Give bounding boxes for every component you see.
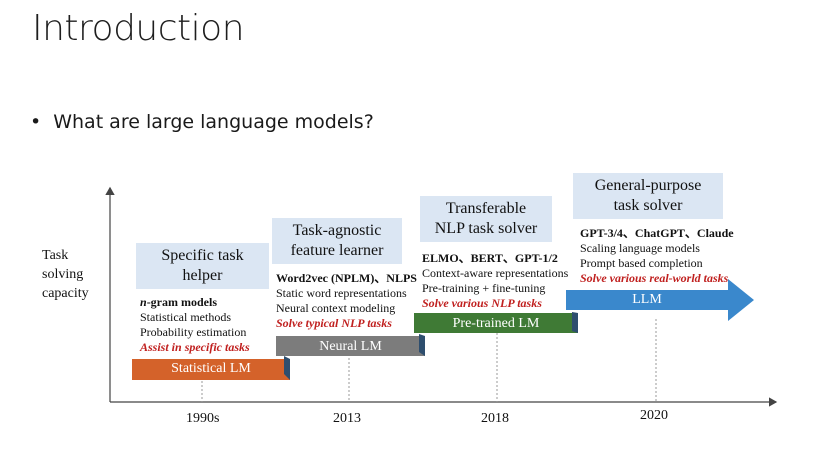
stage-box-general-purpose-task-solver: General-purpose task solver [573, 173, 723, 219]
stage-desc-line: Static word representations [276, 286, 407, 300]
stage-box-line: NLP task solver [434, 220, 538, 237]
stage-desc-neural: Word2vec (NPLM)、NLPS Static word represe… [276, 271, 417, 331]
stage-label-statistical-lm: Statistical LM [171, 361, 251, 376]
stage-desc-highlight: Solve various NLP tasks [422, 296, 542, 310]
stage-desc-header-prefix: n [140, 295, 147, 309]
bullet-dot-icon: • [30, 111, 42, 133]
stage-label-pretrained-lm: Pre-trained LM [452, 316, 540, 331]
stage-desc-line: Probability estimation [140, 325, 247, 339]
bullet-text: What are large language models? [53, 111, 374, 133]
year-label-2018: 2018 [481, 411, 509, 426]
stage-desc-statistical: n-gram models Statistical methods Probab… [140, 295, 250, 355]
stage-desc-line: Pre-training + fine-tuning [422, 281, 546, 295]
stage-desc-line: Prompt based completion [580, 256, 703, 270]
stage-desc-line: Neural context modeling [276, 301, 396, 315]
stage-bar-neural-fold [419, 334, 425, 356]
stage-desc-header: GPT-3/4、ChatGPT、Claude [580, 226, 734, 240]
stage-box-task-agnostic-feature-learner: Task-agnostic feature learner [272, 218, 402, 264]
stage-desc-line: Context-aware representations [422, 266, 569, 280]
stage-desc-line: Scaling language models [580, 241, 700, 255]
stage-bar-statistical-lm [132, 359, 290, 380]
stage-desc-highlight: Solve typical NLP tasks [276, 316, 392, 330]
y-axis-label-line-2: solving [42, 267, 84, 282]
stage-desc-highlight: Solve various real-world tasks [580, 271, 729, 285]
stage-desc-header: Word2vec (NPLM)、NLPS [276, 271, 417, 285]
stage-box-line: Specific task [161, 247, 244, 264]
stage-desc-header-text: -gram models [146, 295, 218, 309]
bullet-point: • What are large language models? [30, 111, 374, 133]
year-label-2013: 2013 [333, 411, 361, 426]
year-label-2020: 2020 [640, 408, 668, 423]
stage-box-line: Transferable [445, 200, 527, 217]
stage-bar-pretrained-lm [414, 313, 578, 333]
slide-title: Introduction [32, 8, 245, 49]
stage-label-neural-lm: Neural LM [319, 339, 382, 354]
stage-box-line: task solver [613, 197, 683, 214]
stage-box-transferable-nlp-task-solver: Transferable NLP task solver [420, 196, 552, 242]
year-label-1990s: 1990s [186, 411, 220, 426]
y-axis-label: Task solving capacity [42, 246, 89, 303]
y-axis-label-line-1: Task [42, 248, 69, 263]
stage-box-line: feature learner [290, 242, 384, 259]
stage-bar-llm-arrow [566, 279, 754, 321]
stage-desc-header: ELMO、BERT、GPT-1/2 [422, 251, 558, 265]
stage-desc-header: n-gram models [140, 295, 250, 310]
stage-box-specific-task-helper: Specific task helper [136, 243, 269, 289]
stage-box-line: Task-agnostic [292, 222, 382, 239]
stage-desc-pretrained: ELMO、BERT、GPT-1/2 Context-aware represen… [422, 251, 568, 311]
stage-label-llm: LLM [632, 292, 662, 307]
stage-desc-llm: GPT-3/4、ChatGPT、Claude Scaling language … [580, 226, 734, 286]
stage-bar-neural-lm [276, 336, 425, 356]
stage-desc-highlight: Assist in specific tasks [140, 340, 250, 354]
stage-bar-pretrained-fold [572, 312, 578, 333]
stage-desc-line: Statistical methods [140, 310, 231, 324]
stage-box-line: General-purpose [594, 177, 702, 194]
stage-bar-statistical-fold [284, 356, 290, 380]
stage-box-line: helper [182, 267, 223, 284]
y-axis-label-line-3: capacity [42, 286, 89, 301]
